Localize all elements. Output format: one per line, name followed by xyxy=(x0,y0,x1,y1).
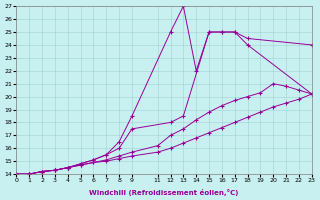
X-axis label: Windchill (Refroidissement éolien,°C): Windchill (Refroidissement éolien,°C) xyxy=(89,189,239,196)
